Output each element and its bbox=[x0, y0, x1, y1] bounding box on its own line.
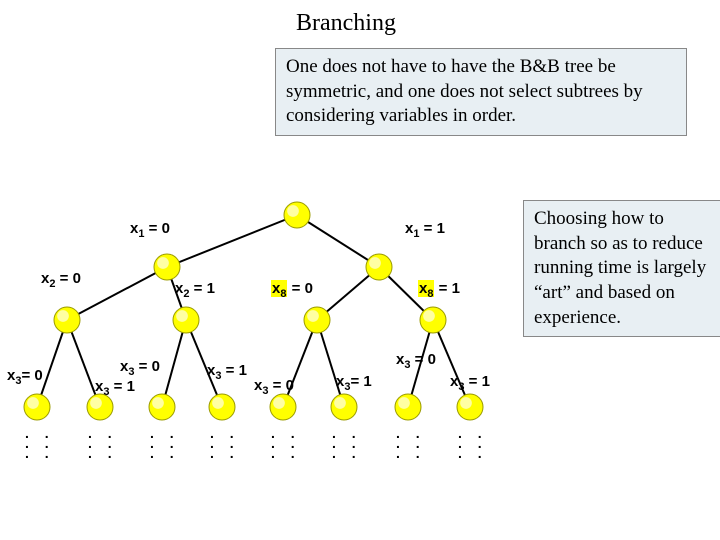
edge-label: x3= 1 bbox=[336, 373, 372, 393]
tree-node bbox=[366, 254, 392, 280]
edge-label: x3= 0 bbox=[7, 367, 43, 387]
tree-node bbox=[149, 394, 175, 420]
edge-label: x3 = 0 bbox=[396, 351, 436, 371]
edge-label: x3 = 1 bbox=[450, 373, 490, 393]
edge-label: x3 = 0 bbox=[120, 358, 160, 378]
leaf-dots: . . . . . . bbox=[25, 428, 55, 458]
tree-edge bbox=[433, 320, 470, 407]
edge-label: x1 = 0 bbox=[130, 220, 170, 240]
tree-edge bbox=[162, 320, 186, 407]
edge-label: x1 = 1 bbox=[405, 220, 445, 240]
tree-node bbox=[154, 254, 180, 280]
tree-node bbox=[173, 307, 199, 333]
tree-node bbox=[395, 394, 421, 420]
edge-label: x8 = 0 bbox=[271, 280, 313, 300]
tree-node bbox=[209, 394, 235, 420]
tree-node bbox=[420, 307, 446, 333]
leaf-dots: . . . . . . bbox=[88, 428, 118, 458]
tree-node bbox=[24, 394, 50, 420]
leaf-dots: . . . . . . bbox=[150, 428, 180, 458]
edge-label: x8 = 1 bbox=[418, 280, 460, 300]
leaf-dots: . . . . . . bbox=[458, 428, 488, 458]
tree-node bbox=[270, 394, 296, 420]
tree-edge bbox=[37, 320, 67, 407]
edge-label: x2 = 0 bbox=[41, 270, 81, 290]
tree-node bbox=[331, 394, 357, 420]
edge-label: x3 = 1 bbox=[95, 378, 135, 398]
leaf-dots: . . . . . . bbox=[271, 428, 301, 458]
edge-label: x2 = 1 bbox=[175, 280, 215, 300]
leaf-dots: . . . . . . bbox=[396, 428, 426, 458]
tree-node bbox=[457, 394, 483, 420]
tree-node bbox=[304, 307, 330, 333]
leaf-dots: . . . . . . bbox=[332, 428, 362, 458]
tree-edge bbox=[317, 320, 344, 407]
tree-node bbox=[54, 307, 80, 333]
tree-edge bbox=[167, 215, 297, 267]
tree-edge bbox=[67, 267, 167, 320]
edge-label: x3 = 1 bbox=[207, 362, 247, 382]
leaf-dots: . . . . . . bbox=[210, 428, 240, 458]
edge-label: x3 = 0 bbox=[254, 377, 294, 397]
tree-edge bbox=[297, 215, 379, 267]
tree-node bbox=[284, 202, 310, 228]
